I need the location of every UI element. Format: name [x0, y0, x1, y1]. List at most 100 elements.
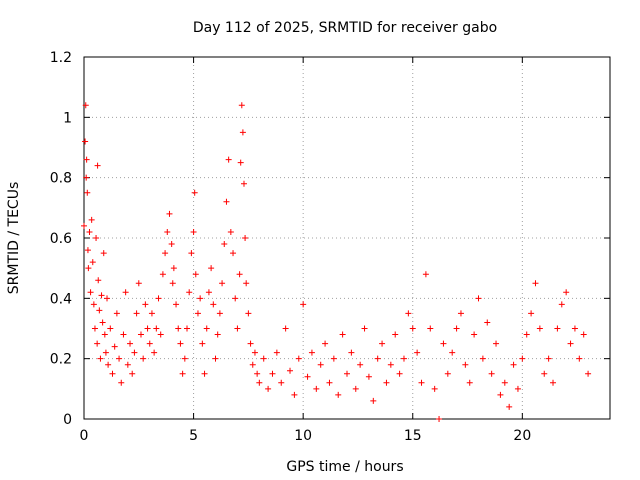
- data-point: [153, 325, 160, 332]
- y-tick-label: 1.2: [50, 50, 72, 66]
- y-tick-label: 0.6: [50, 231, 72, 247]
- y-tick-label: 0.2: [50, 352, 72, 368]
- data-point: [576, 355, 583, 362]
- data-point: [348, 349, 355, 356]
- data-point: [287, 367, 294, 374]
- data-point: [379, 340, 386, 347]
- data-point: [519, 355, 526, 362]
- data-point: [585, 370, 592, 377]
- data-point: [151, 349, 158, 356]
- data-point: [457, 310, 464, 317]
- data-point: [88, 216, 95, 223]
- data-point: [365, 373, 372, 380]
- data-point: [102, 349, 109, 356]
- x-axis-label: GPS time / hours: [286, 459, 403, 475]
- data-point: [197, 295, 204, 302]
- data-point: [239, 129, 246, 136]
- x-tick-label: 15: [404, 428, 422, 444]
- data-point: [144, 325, 151, 332]
- data-point: [99, 319, 106, 326]
- data-point: [370, 397, 377, 404]
- data-point: [361, 325, 368, 332]
- data-point: [104, 295, 111, 302]
- data-point: [563, 289, 570, 296]
- data-point: [383, 379, 390, 386]
- data-point: [109, 370, 116, 377]
- data-point: [131, 349, 138, 356]
- data-point: [541, 370, 548, 377]
- data-point: [122, 289, 129, 296]
- data-point: [422, 271, 429, 278]
- y-tick-label: 0.8: [50, 171, 72, 187]
- data-point: [148, 310, 155, 317]
- data-point: [357, 361, 364, 368]
- data-point: [245, 310, 252, 317]
- data-point: [409, 325, 416, 332]
- data-point: [479, 355, 486, 362]
- data-point: [260, 355, 267, 362]
- x-tick-label: 0: [80, 428, 89, 444]
- data-point: [84, 247, 91, 254]
- data-point: [300, 301, 307, 308]
- data-point: [83, 156, 90, 163]
- data-point: [230, 250, 237, 257]
- data-point: [94, 340, 101, 347]
- data-point: [86, 228, 93, 235]
- data-point: [188, 250, 195, 257]
- x-tick-label: 5: [189, 428, 198, 444]
- data-point: [475, 295, 482, 302]
- data-point: [223, 198, 230, 205]
- data-point: [100, 250, 107, 257]
- data-point: [571, 325, 578, 332]
- data-point: [536, 325, 543, 332]
- data-point: [203, 325, 210, 332]
- x-tick-label: 20: [513, 428, 531, 444]
- data-point: [374, 355, 381, 362]
- data-point: [135, 280, 142, 287]
- data-point: [155, 295, 162, 302]
- data-point: [105, 361, 112, 368]
- data-point: [243, 280, 250, 287]
- data-point: [221, 241, 228, 248]
- data-point: [240, 180, 247, 187]
- data-points: [81, 102, 592, 422]
- data-point: [514, 385, 521, 392]
- data-point: [164, 228, 171, 235]
- data-point: [405, 310, 412, 317]
- data-point: [256, 379, 263, 386]
- data-point: [82, 102, 89, 109]
- data-point: [396, 370, 403, 377]
- data-point: [113, 310, 120, 317]
- data-point: [98, 292, 105, 299]
- data-point: [120, 331, 127, 338]
- data-point: [199, 340, 206, 347]
- data-point: [308, 349, 315, 356]
- data-point: [510, 361, 517, 368]
- data-point: [418, 379, 425, 386]
- data-point: [177, 340, 184, 347]
- data-point: [313, 385, 320, 392]
- data-point: [186, 289, 193, 296]
- data-point: [181, 355, 188, 362]
- data-point: [387, 361, 394, 368]
- data-point: [107, 325, 114, 332]
- data-point: [392, 331, 399, 338]
- data-point: [232, 295, 239, 302]
- data-point: [191, 189, 198, 196]
- data-point: [146, 340, 153, 347]
- data-point: [449, 349, 456, 356]
- data-point: [225, 156, 232, 163]
- data-point: [466, 379, 473, 386]
- data-point: [216, 310, 223, 317]
- data-point: [352, 385, 359, 392]
- data-point: [506, 403, 513, 410]
- data-point: [444, 370, 451, 377]
- data-point: [278, 379, 285, 386]
- data-point: [440, 340, 447, 347]
- data-point: [166, 210, 173, 217]
- y-tick-label: 0.4: [50, 291, 72, 307]
- data-point: [201, 370, 208, 377]
- data-point: [484, 319, 491, 326]
